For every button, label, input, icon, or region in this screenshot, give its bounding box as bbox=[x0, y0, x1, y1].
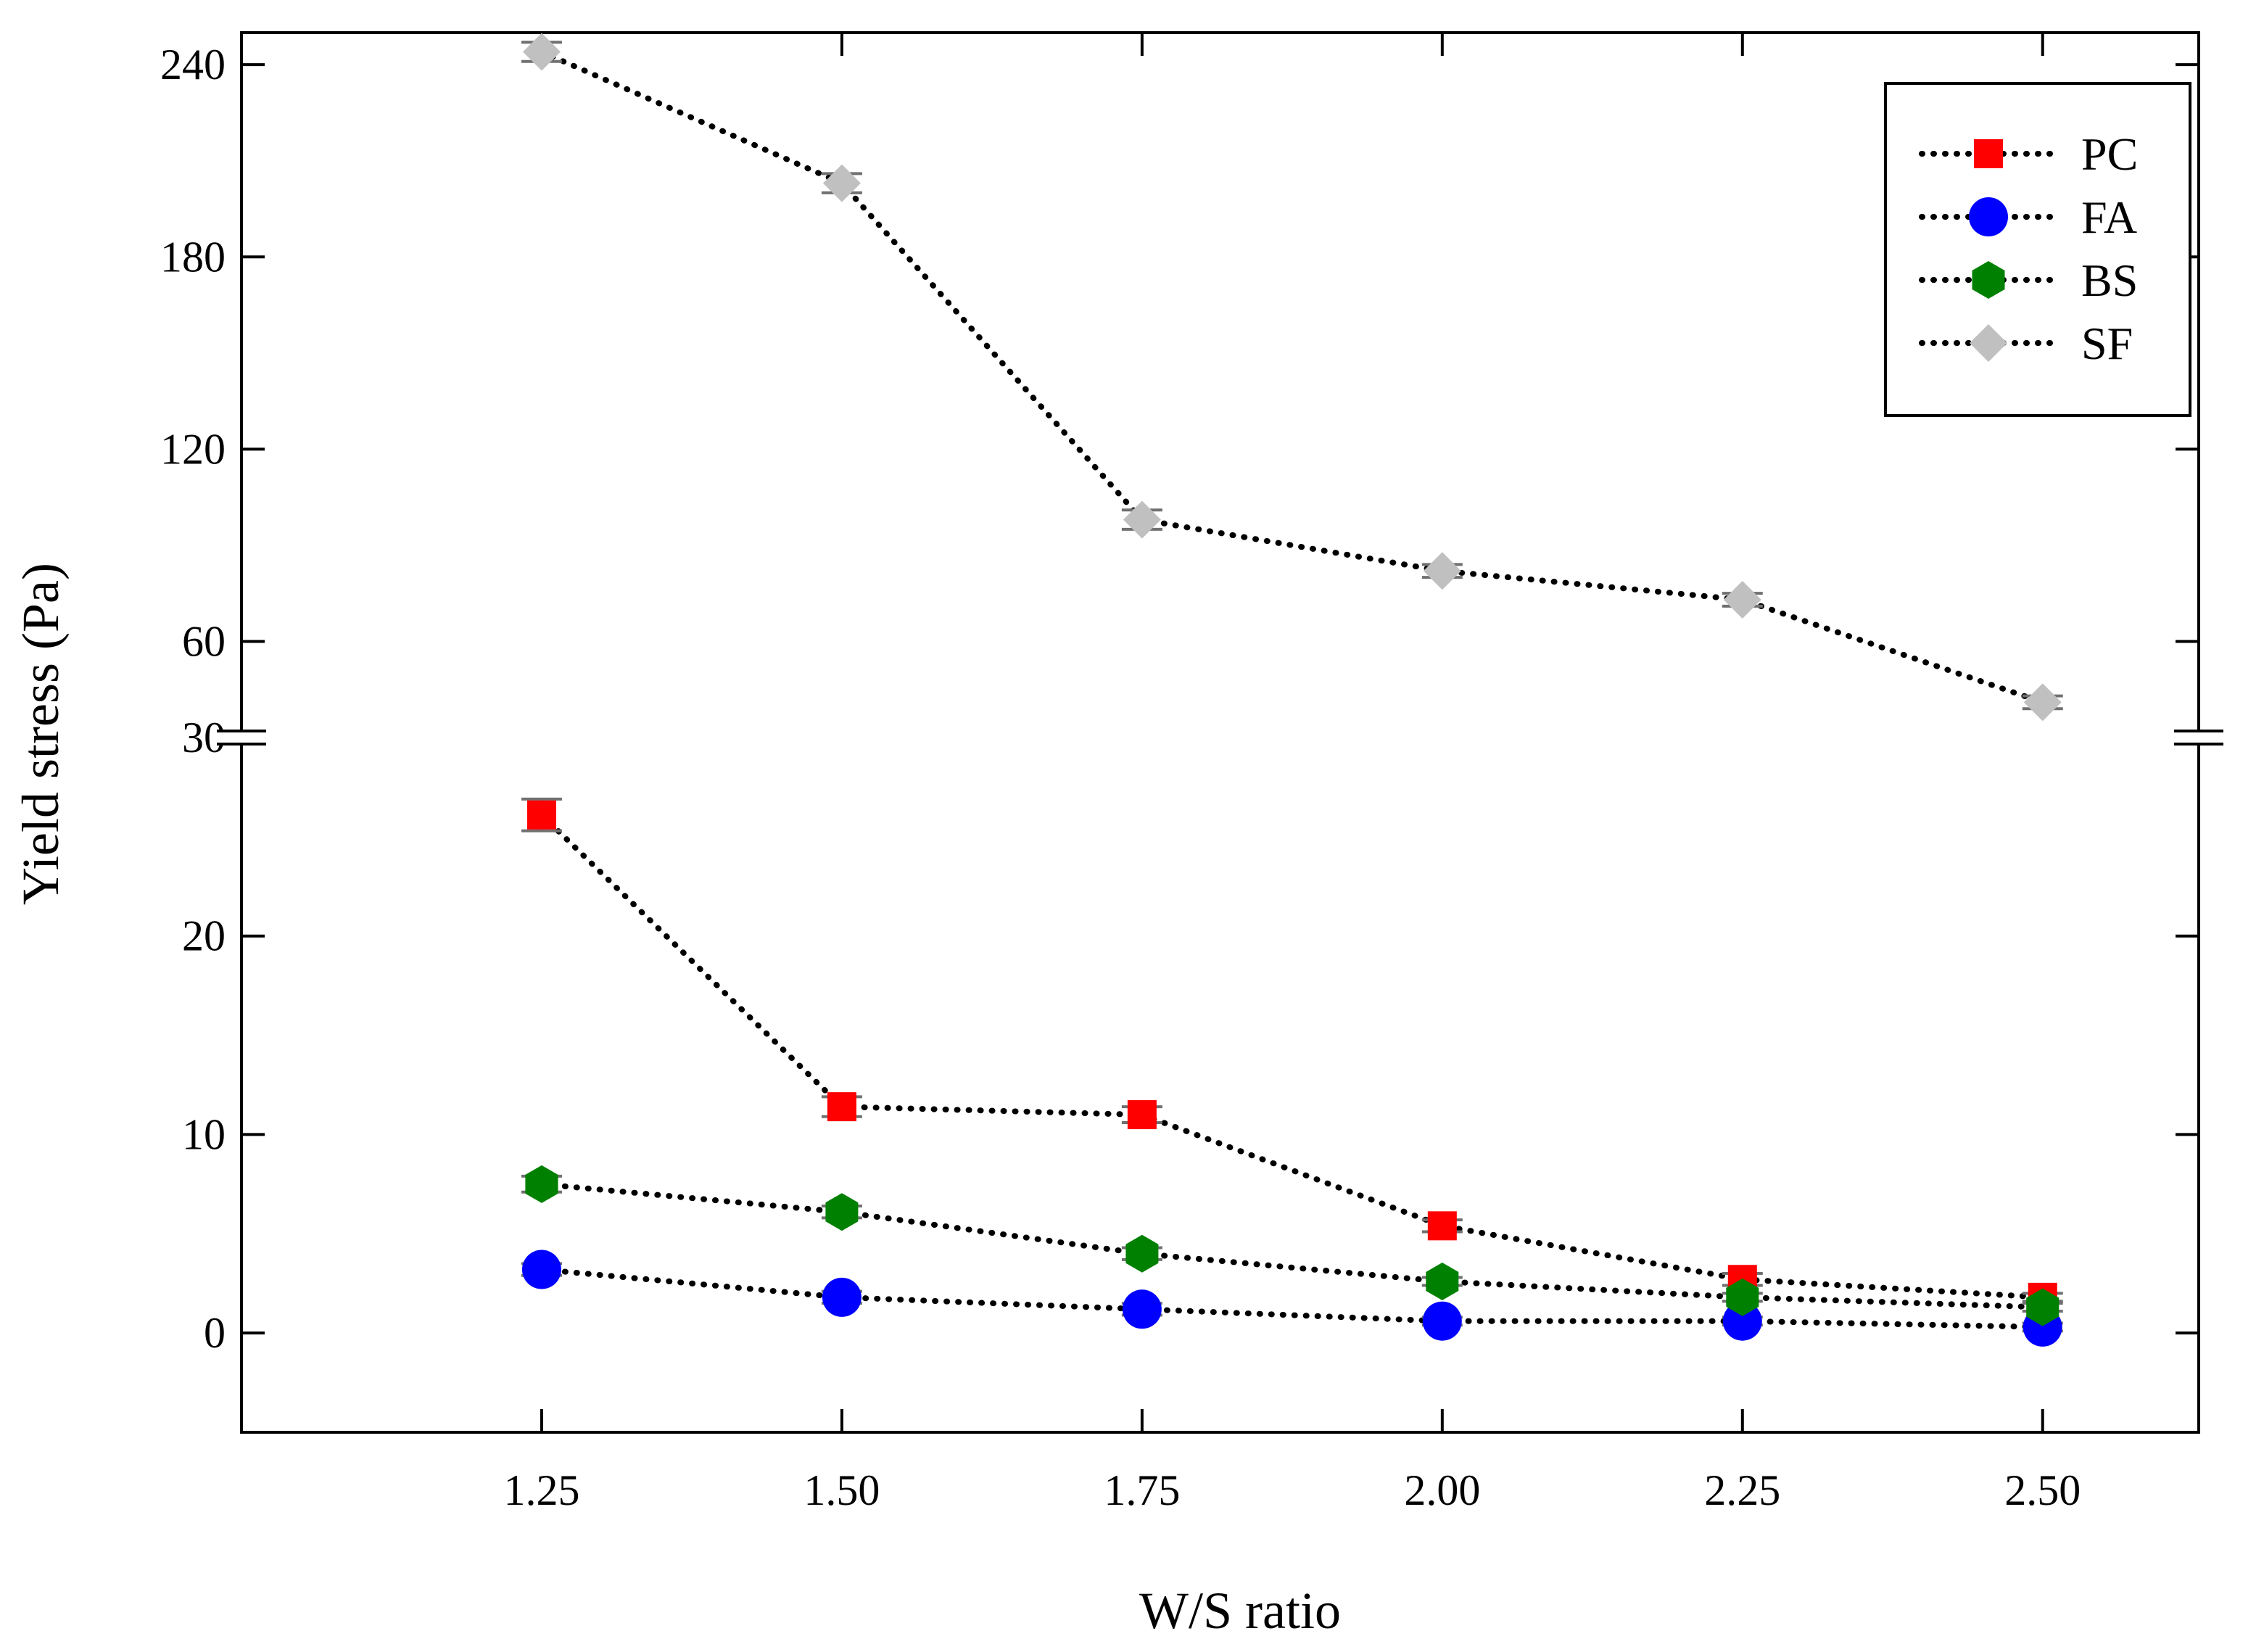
data-point-fa bbox=[822, 1277, 862, 1317]
x-tick-label: 2.00 bbox=[1404, 1466, 1480, 1514]
series-markers bbox=[521, 33, 2062, 1347]
data-point-bs bbox=[2026, 1288, 2060, 1326]
legend-label-sf: SF bbox=[2081, 318, 2133, 369]
x-tick-label: 1.75 bbox=[1104, 1466, 1180, 1514]
legend-marker-bs bbox=[1972, 261, 2005, 299]
data-point-sf bbox=[1423, 552, 1461, 590]
data-point-fa bbox=[521, 1250, 561, 1289]
legend-marker-fa bbox=[1969, 197, 2008, 236]
data-point-fa bbox=[1422, 1301, 1462, 1341]
y-tick-label: 180 bbox=[160, 233, 226, 281]
y-tick-label: 10 bbox=[182, 1110, 226, 1158]
data-point-sf bbox=[522, 33, 561, 71]
data-point-sf bbox=[1723, 581, 1761, 619]
data-point-sf bbox=[1123, 500, 1161, 539]
axis-break-gap bbox=[218, 732, 265, 743]
x-tick-label: 2.50 bbox=[2004, 1466, 2081, 1514]
series-line-bs bbox=[539, 1181, 2046, 1310]
x-tick-label: 2.25 bbox=[1704, 1466, 1780, 1514]
y-tick-label: 120 bbox=[160, 425, 226, 473]
data-point-fa bbox=[1722, 1301, 1762, 1341]
data-point-bs bbox=[825, 1193, 859, 1231]
data-point-pc bbox=[1427, 1211, 1457, 1241]
data-point-pc bbox=[827, 1092, 856, 1122]
x-tick-label: 1.50 bbox=[803, 1466, 880, 1514]
series-lines bbox=[539, 49, 2046, 1330]
y-tick-label: 240 bbox=[160, 41, 226, 88]
legend-marker-pc bbox=[1974, 139, 2003, 168]
legend: PC FA BS SF bbox=[1884, 82, 2191, 417]
legend-label-fa: FA bbox=[2081, 191, 2137, 243]
data-point-pc bbox=[1127, 1100, 1157, 1130]
x-axis: 1.25 1.50 1.75 2.00 2.25 2.50 bbox=[503, 33, 2081, 1514]
series-line-sf bbox=[539, 49, 2046, 706]
error-bars bbox=[521, 41, 2063, 1333]
legend-box bbox=[1884, 82, 2191, 417]
data-point-sf bbox=[2023, 683, 2062, 722]
data-point-bs bbox=[525, 1165, 558, 1203]
data-point-bs bbox=[1125, 1234, 1159, 1273]
x-tick-label: 1.25 bbox=[503, 1466, 579, 1514]
data-point-sf bbox=[822, 164, 861, 202]
axis-break-gap bbox=[2176, 732, 2222, 743]
data-point-fa bbox=[1122, 1289, 1162, 1329]
legend-label-pc: PC bbox=[2081, 128, 2138, 180]
data-point-pc bbox=[526, 800, 556, 830]
series-line-pc bbox=[539, 811, 2046, 1300]
y-tick-label: 20 bbox=[182, 912, 226, 960]
data-point-bs bbox=[1426, 1263, 1459, 1300]
y-axis-title: Yield stress (Pa) bbox=[12, 563, 70, 905]
data-point-bs bbox=[1726, 1278, 1759, 1316]
legend-marker-sf bbox=[1970, 324, 2007, 362]
y-tick-label: 0 bbox=[204, 1309, 226, 1357]
legend-label-bs: BS bbox=[2081, 255, 2138, 306]
axis-break bbox=[217, 730, 2223, 746]
y-tick-label: 60 bbox=[182, 617, 226, 665]
series-line-fa bbox=[539, 1266, 2046, 1330]
x-axis-title: W/S ratio bbox=[1139, 1582, 1341, 1640]
